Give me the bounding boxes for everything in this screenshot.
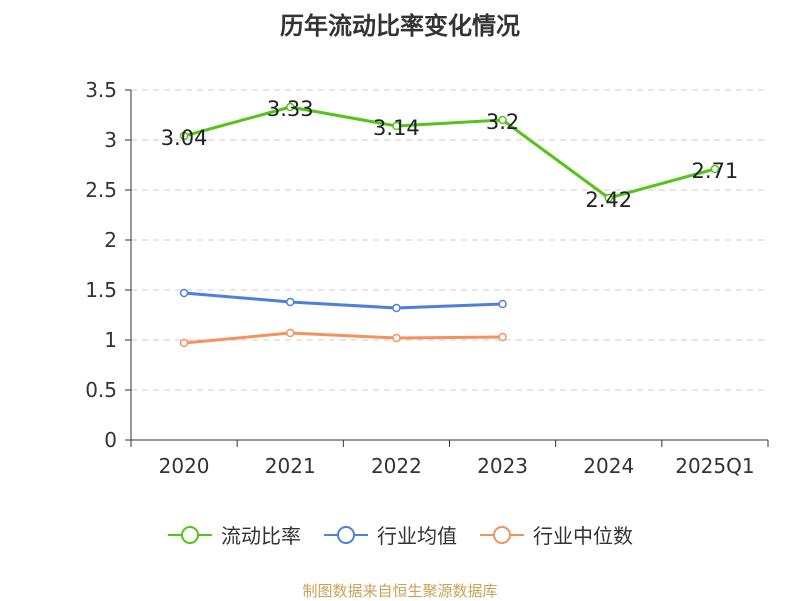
data-point — [392, 333, 401, 343]
legend-item-industry-median[interactable]: 行业中位数 — [479, 520, 633, 549]
y-tick-label: 1 — [104, 328, 117, 352]
x-tick-label: 2025Q1 — [675, 454, 754, 478]
x-tick-label: 2024 — [583, 454, 634, 478]
legend-label: 流动比率 — [221, 524, 301, 548]
legend-line-marker-icon — [324, 525, 368, 544]
y-tick-label: 0.5 — [85, 378, 117, 402]
source-note: 制图数据来自恒生聚源数据库 — [302, 582, 498, 600]
data-point — [179, 288, 189, 298]
chart-title: 历年流动比率变化情况 — [280, 12, 520, 40]
x-tick-label: 2023 — [477, 454, 528, 478]
data-label: 3.33 — [267, 97, 314, 121]
y-tick-label: 3.5 — [85, 78, 117, 102]
legend-label: 行业均值 — [377, 524, 457, 548]
data-point — [710, 164, 720, 174]
data-point — [179, 338, 189, 348]
legend-line-marker-icon — [480, 525, 524, 544]
data-point — [498, 115, 507, 125]
series-line — [183, 105, 716, 200]
legend-swatch-circle — [181, 525, 199, 544]
data-point — [604, 193, 613, 203]
series-line — [183, 331, 503, 345]
data-label: 3.14 — [373, 116, 420, 140]
y-tick-label: 3 — [104, 128, 117, 152]
x-tick-label: 2022 — [371, 454, 422, 478]
legend-line-marker-icon — [168, 525, 212, 544]
legend-label: 行业中位数 — [533, 524, 633, 548]
data-point — [286, 297, 295, 307]
legend-item-current-ratio[interactable]: 流动比率 — [167, 520, 301, 549]
y-tick-label: 2.5 — [85, 178, 117, 202]
y-tick-label: 0 — [104, 428, 117, 452]
data-point — [392, 303, 401, 313]
x-tick-label: 2020 — [159, 454, 210, 478]
series-line — [183, 291, 503, 310]
x-tick-label: 2021 — [265, 454, 316, 478]
legend-item-industry-average[interactable]: 行业均值 — [323, 520, 457, 549]
y-tick-label: 2 — [104, 228, 117, 252]
data-label: 3.2 — [486, 110, 519, 134]
data-label: 2.42 — [585, 188, 632, 212]
legend-swatch-circle — [337, 525, 355, 544]
data-point — [286, 328, 295, 338]
data-point — [498, 299, 507, 309]
data-label: 2.71 — [692, 159, 739, 183]
data-point — [392, 121, 401, 131]
data-point — [286, 102, 295, 112]
data-point — [179, 131, 189, 141]
legend-swatch-circle — [493, 525, 511, 544]
y-tick-label: 1.5 — [85, 278, 117, 302]
data-label: 3.04 — [161, 126, 208, 150]
legend: 流动比率 行业均值 行业中位数 — [0, 520, 800, 549]
data-point — [498, 332, 507, 342]
